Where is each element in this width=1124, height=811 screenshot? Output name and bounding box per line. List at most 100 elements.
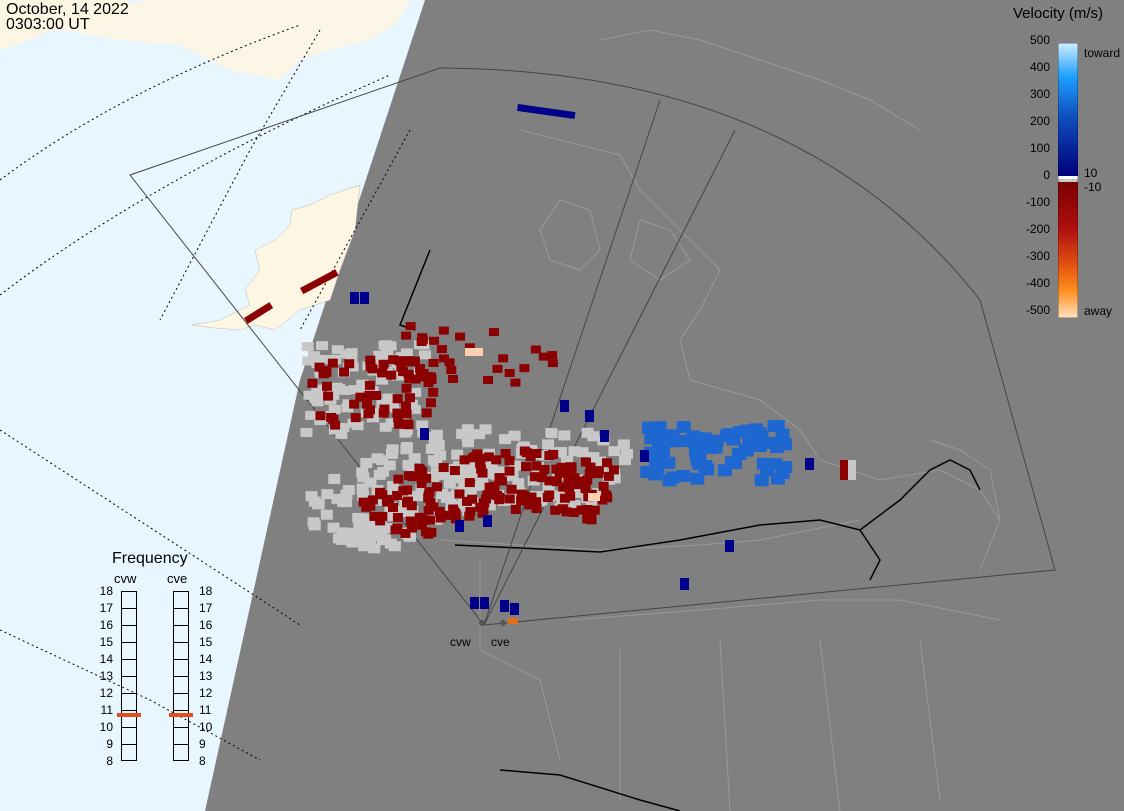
velocity-cell	[321, 367, 332, 377]
velocity-tick: -400	[1025, 276, 1050, 290]
velocity-cell	[430, 429, 443, 440]
velocity-cell	[317, 355, 330, 365]
frequency-gridline	[122, 710, 136, 711]
velocity-cell	[665, 429, 680, 442]
velocity-cell	[327, 358, 338, 368]
velocity-cell	[506, 484, 517, 494]
velocity-cell	[494, 473, 505, 483]
velocity-cell	[446, 366, 457, 375]
velocity-cell	[351, 421, 364, 431]
velocity-cell	[434, 506, 445, 516]
velocity-cell	[393, 413, 404, 423]
velocity-cell	[392, 490, 403, 500]
velocity-cell	[504, 456, 515, 466]
velocity-cell	[640, 450, 649, 462]
velocity-cell	[444, 473, 457, 484]
velocity-cell	[438, 463, 449, 473]
velocity-cell	[752, 440, 767, 453]
velocity-cell	[393, 419, 404, 429]
frequency-tick: 14	[99, 652, 113, 666]
velocity-cell	[367, 520, 380, 531]
velocity-cell	[420, 527, 431, 537]
velocity-cell	[423, 378, 434, 388]
velocity-cell	[335, 429, 348, 439]
velocity-cell	[805, 458, 814, 470]
velocity-cell	[585, 462, 596, 472]
velocity-tick: 300	[1029, 87, 1050, 101]
velocity-cell	[470, 597, 479, 609]
velocity-cell	[400, 425, 413, 435]
velocity-cell	[339, 367, 350, 377]
frequency-tick: 9	[199, 737, 206, 751]
velocity-cell	[305, 491, 318, 502]
velocity-cell	[568, 446, 581, 457]
frequency-tick: 9	[106, 737, 113, 751]
velocity-cell	[362, 399, 373, 409]
velocity-cell	[405, 399, 418, 409]
velocity-cell	[384, 511, 397, 522]
velocity-cell	[415, 372, 426, 382]
frequency-tick: 10	[199, 720, 213, 734]
velocity-cell	[421, 473, 432, 483]
frequency-bar-cvw	[121, 591, 137, 761]
velocity-cell	[427, 471, 440, 482]
night-coastlines	[439, 29, 1001, 811]
velocity-cell	[405, 516, 416, 526]
velocity-cell	[576, 505, 587, 515]
frequency-gridline	[122, 693, 136, 694]
velocity-cell	[649, 423, 664, 436]
velocity-cell	[307, 517, 320, 528]
velocity-cell	[350, 292, 359, 304]
velocity-cell	[331, 345, 344, 355]
velocity-cell	[558, 430, 571, 441]
velocity-cell	[398, 486, 409, 496]
velocity-cell	[542, 482, 555, 493]
velocity-cell	[467, 494, 478, 504]
velocity-cell	[649, 456, 664, 469]
velocity-cell	[467, 453, 478, 463]
velocity-cell	[379, 422, 392, 432]
velocity-cell	[378, 359, 389, 369]
velocity-tick: 400	[1029, 60, 1050, 74]
velocity-cell	[376, 398, 389, 408]
velocity-cell	[565, 491, 576, 501]
velocity-cell	[449, 466, 460, 476]
velocity-cell	[408, 453, 421, 464]
frequency-tick: 16	[99, 618, 113, 632]
velocity-cell	[243, 302, 274, 324]
velocity-cell	[448, 504, 459, 514]
velocity-cell	[556, 462, 567, 472]
velocity-cell	[414, 463, 425, 473]
velocity-cell	[300, 269, 339, 295]
velocity-cell	[365, 355, 376, 365]
toward-label: toward	[1084, 46, 1121, 60]
velocity-cell	[328, 405, 341, 415]
velocity-cell	[775, 467, 790, 480]
velocity-cell	[400, 528, 411, 538]
velocity-cell	[479, 424, 492, 435]
velocity-cell	[760, 464, 775, 477]
velocity-cell	[465, 461, 478, 472]
velocity-cell	[708, 441, 723, 454]
velocity-cell	[526, 492, 537, 502]
velocity-cell	[453, 473, 466, 484]
velocity-cell	[510, 378, 521, 387]
velocity-cell	[377, 368, 388, 378]
velocity-cell	[544, 451, 555, 461]
velocity-cell	[327, 390, 340, 400]
velocity-cell	[404, 393, 415, 403]
velocity-cell	[521, 462, 532, 472]
frequency-gridline	[174, 744, 188, 745]
velocity-cell	[573, 480, 584, 490]
velocity-cell	[328, 473, 341, 484]
velocity-cell	[690, 472, 705, 485]
daylight-region	[0, 0, 425, 811]
velocity-cell	[444, 491, 457, 502]
velocity-cell	[340, 497, 353, 508]
velocity-cell	[363, 533, 376, 544]
velocity-cell	[547, 359, 558, 368]
velocity-cell	[405, 491, 418, 502]
velocity-cell	[509, 460, 522, 471]
velocity-cell	[498, 354, 509, 363]
frequency-gridline	[174, 710, 188, 711]
